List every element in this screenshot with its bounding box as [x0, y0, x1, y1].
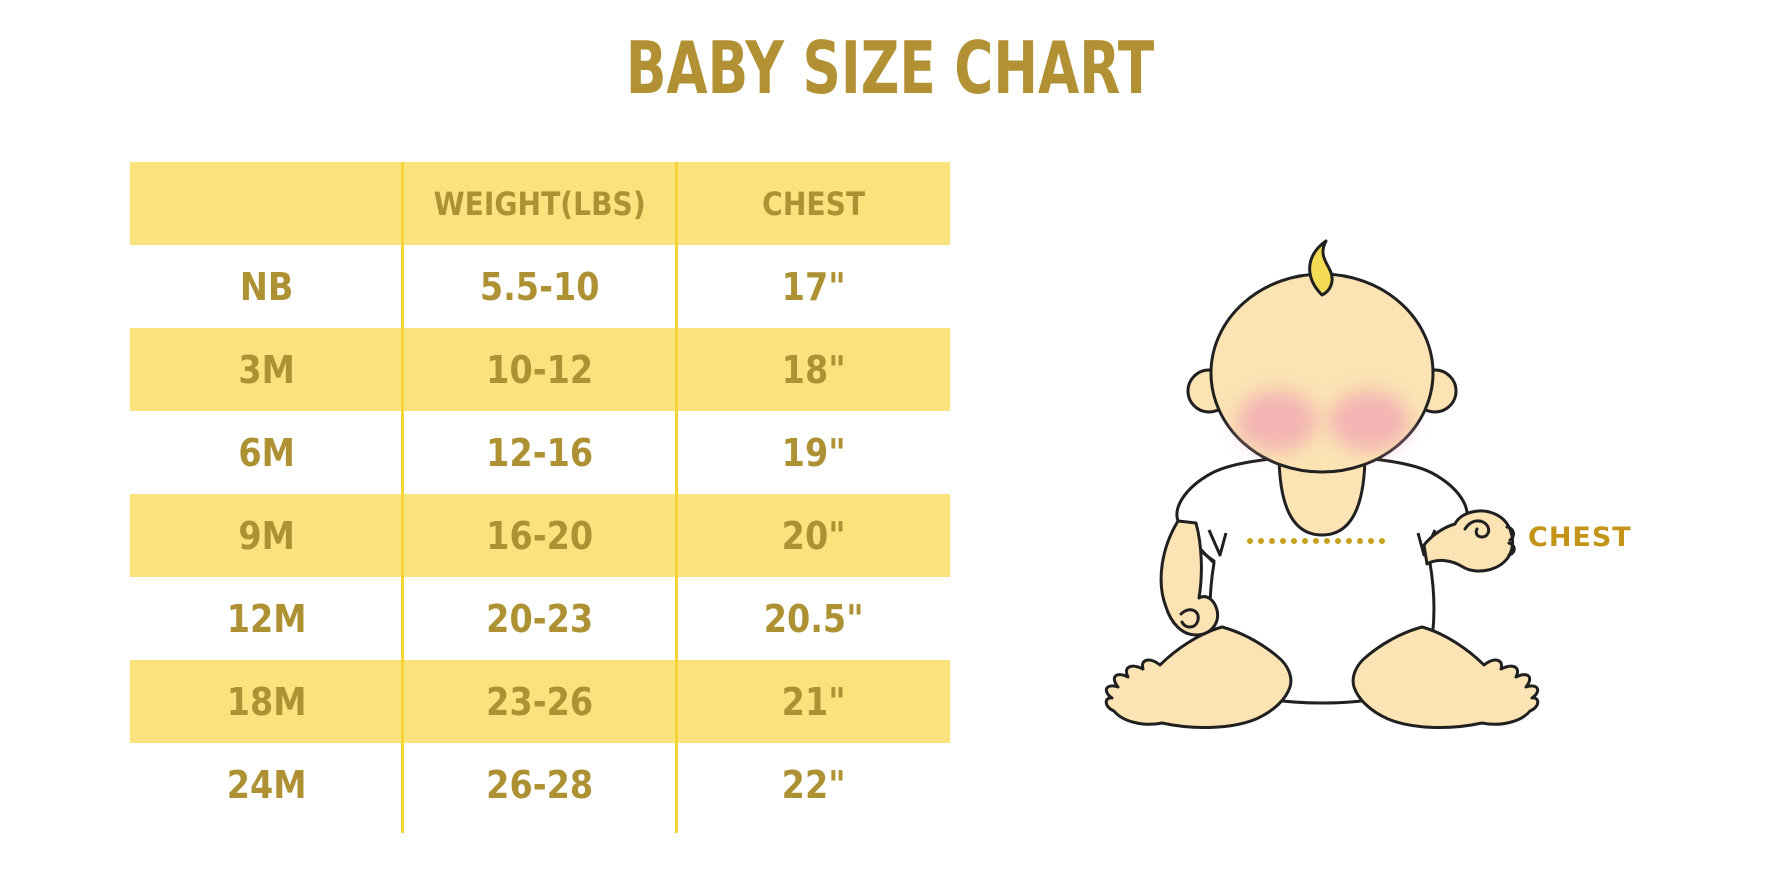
weight-cell: 16-20: [486, 513, 594, 558]
baby-left-cheek: [1237, 391, 1317, 451]
weight-cell: 26-28: [486, 762, 594, 807]
right-fist-thumb: [1463, 519, 1491, 539]
column-divider: [401, 162, 404, 833]
column-divider: [675, 162, 678, 833]
chest-measure-label: CHEST: [1528, 522, 1632, 553]
size-cell: 24M: [226, 762, 307, 807]
table-row: 12M 20-23 20.5": [130, 577, 950, 660]
left-fist-fingers: [1179, 608, 1200, 629]
weight-cell: 12-16: [486, 430, 594, 475]
chest-cell: 20.5": [763, 596, 864, 641]
baby-head: [1209, 272, 1435, 474]
weight-cell: 20-23: [486, 596, 594, 641]
weight-cell: 5.5-10: [480, 264, 600, 309]
chest-cell: 20": [781, 513, 846, 558]
table-row: 24M 26-28 22": [130, 743, 950, 826]
chest-cell: 18": [781, 347, 846, 392]
table-row: 6M 12-16 19": [130, 411, 950, 494]
baby-right-cheek: [1329, 391, 1409, 451]
weight-cell: 10-12: [486, 347, 594, 392]
size-cell: 18M: [226, 679, 307, 724]
col-header-chest: CHEST: [761, 184, 865, 223]
size-cell: NB: [239, 264, 294, 309]
baby-illustration: [1060, 215, 1620, 740]
table-header-row: WEIGHT(LBS) CHEST: [130, 162, 950, 245]
size-table: WEIGHT(LBS) CHEST NB 5.5-10 17" 3M 10-12…: [130, 162, 950, 833]
table-row: NB 5.5-10 17": [130, 245, 950, 328]
table-row: 18M 23-26 21": [130, 660, 950, 743]
left-armpit-fold: [1207, 529, 1228, 557]
weight-cell: 23-26: [486, 679, 594, 724]
baby-hair-tuft: [1308, 239, 1334, 297]
chest-cell: 19": [781, 430, 846, 475]
baby-right-arm: [1422, 509, 1514, 573]
chest-cell: 21": [781, 679, 846, 724]
right-fist-knuckles: [1505, 525, 1516, 557]
size-cell: 3M: [238, 347, 295, 392]
page-title: BABY SIZE CHART: [625, 26, 1155, 110]
table-row: 9M 16-20 20": [130, 494, 950, 577]
col-header-size: [146, 162, 387, 245]
size-cell: 6M: [238, 430, 295, 475]
baby-left-arm: [1159, 519, 1220, 637]
size-cell: 12M: [226, 596, 307, 641]
table-row: 3M 10-12 18": [130, 328, 950, 411]
chest-cell: 22": [781, 762, 846, 807]
size-cell: 9M: [238, 513, 295, 558]
baby-neck: [1277, 451, 1367, 537]
col-header-weight: WEIGHT(LBS): [433, 184, 647, 223]
chest-cell: 17": [781, 264, 846, 309]
